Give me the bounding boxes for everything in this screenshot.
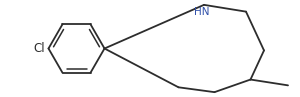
Text: HN: HN: [194, 7, 210, 17]
Text: Cl: Cl: [34, 42, 46, 55]
